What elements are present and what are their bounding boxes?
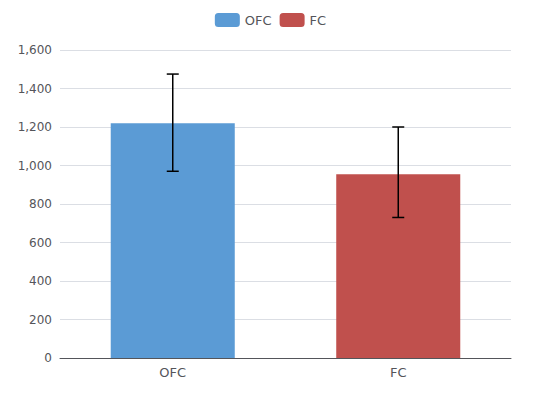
svg-text:FC: FC (310, 13, 327, 28)
svg-text:0: 0 (44, 351, 52, 365)
svg-text:1,200: 1,200 (18, 120, 52, 134)
svg-text:400: 400 (29, 274, 52, 288)
svg-text:FC: FC (390, 365, 407, 380)
svg-text:1,600: 1,600 (18, 43, 52, 57)
svg-text:1,000: 1,000 (18, 159, 52, 173)
svg-text:800: 800 (29, 197, 52, 211)
svg-text:200: 200 (29, 313, 52, 327)
svg-text:600: 600 (29, 236, 52, 250)
svg-text:OFC: OFC (159, 365, 186, 380)
svg-text:OFC: OFC (245, 13, 272, 28)
svg-text:1,400: 1,400 (18, 82, 52, 96)
